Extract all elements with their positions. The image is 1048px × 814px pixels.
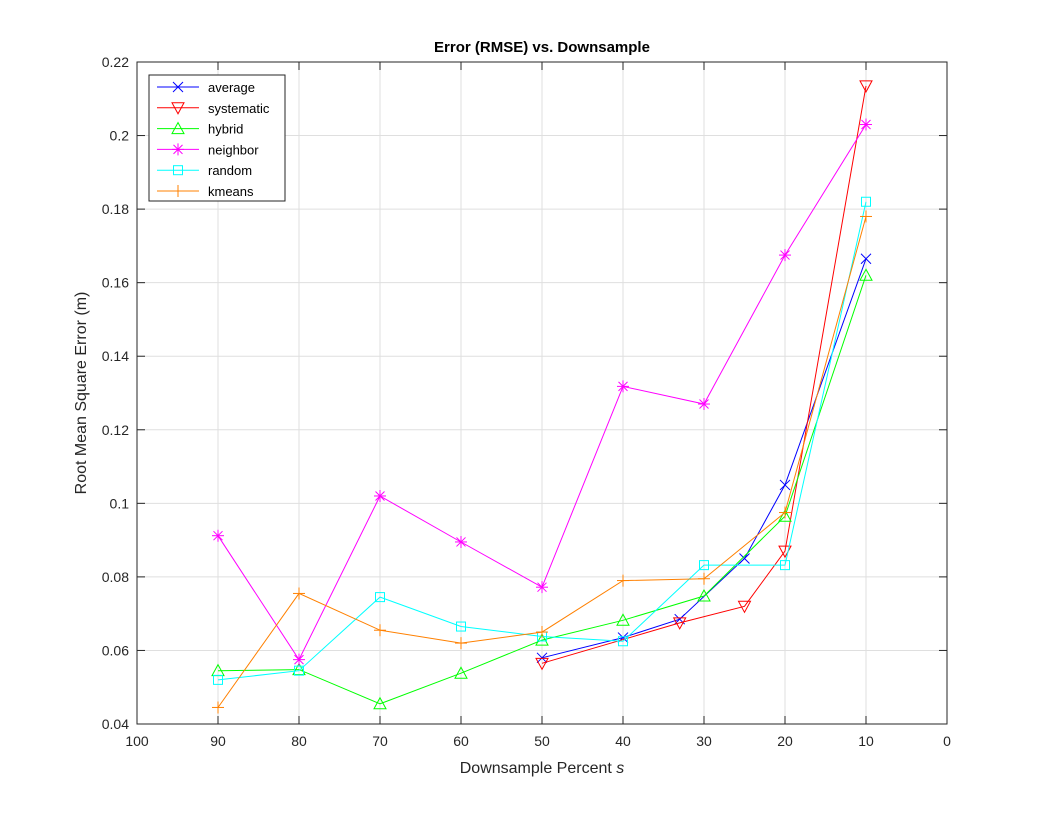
x-tick-label: 40	[615, 733, 631, 749]
random-point	[861, 196, 871, 207]
random-point	[699, 560, 709, 571]
neighbor-point	[293, 653, 305, 666]
neighbor-point	[617, 380, 629, 393]
systematic-point	[672, 617, 687, 630]
kmeans-point	[293, 587, 305, 600]
y-axis-label: Root Mean Square Error (m)	[73, 292, 90, 495]
neighbor-point	[860, 118, 872, 131]
x-axis-variable: s	[616, 760, 624, 777]
legend-label: random	[208, 163, 252, 178]
neighbor-point	[455, 535, 467, 548]
hybrid-point	[454, 666, 468, 679]
kmeans-point	[860, 210, 872, 223]
legend-item-average: average	[157, 80, 255, 95]
x-tick-label: 50	[534, 733, 550, 749]
neighbor-point	[212, 529, 224, 542]
kmeans-point	[617, 574, 629, 587]
axis-ticks: 100 90 80 70 60 50 40 30 20 10 00.040.060.080.10.1…	[102, 54, 951, 749]
series-neighbor	[212, 118, 872, 666]
hybrid-point	[859, 268, 873, 281]
systematic-point	[535, 657, 549, 671]
hybrid-point	[697, 588, 711, 602]
legend-marker	[171, 102, 185, 115]
average-point	[739, 553, 750, 564]
neighbor-point	[698, 398, 710, 411]
hybrid-point	[292, 662, 306, 676]
x-tick-label: 0	[943, 733, 951, 749]
x-axis-label: Downsample Percent s	[460, 760, 625, 777]
legend-label: hybrid	[208, 122, 243, 137]
x-tick-label: 100	[125, 733, 149, 749]
y-tick-label: 0.04	[102, 716, 129, 732]
chart-title: Error (RMSE) vs. Downsample	[434, 39, 650, 56]
x-tick-label: 10	[858, 733, 874, 749]
hybrid-point	[373, 696, 387, 710]
random-point	[213, 674, 223, 685]
average-point	[536, 652, 548, 664]
legend-item-systematic: systematic	[157, 101, 270, 116]
x-tick-label: 20	[777, 733, 793, 749]
series-hybrid	[211, 268, 873, 710]
y-tick-label: 0.06	[102, 642, 129, 658]
random-point	[375, 592, 385, 603]
legend: average systematic hybrid neighbor random kme…	[148, 74, 286, 202]
legend-label: average	[208, 80, 255, 95]
legend-marker	[172, 185, 184, 197]
average-point	[860, 253, 872, 265]
x-tick-label: 60	[453, 733, 469, 749]
hybrid-point	[778, 509, 792, 522]
legend-item-hybrid: hybrid	[157, 121, 243, 137]
kmeans-point	[374, 624, 386, 637]
random-point	[618, 636, 628, 647]
legend-label: systematic	[208, 101, 270, 116]
kmeans-point	[536, 626, 548, 639]
series-systematic	[535, 80, 873, 671]
neighbor-point	[536, 581, 548, 594]
legend-marker	[172, 81, 184, 93]
y-tick-label: 0.14	[102, 348, 129, 364]
legend-item-neighbor: neighbor	[157, 142, 259, 157]
systematic-point	[859, 80, 873, 93]
hybrid-point	[616, 613, 630, 626]
y-tick-label: 0.18	[102, 201, 129, 217]
y-tick-label: 0.16	[102, 275, 129, 291]
x-tick-label: 30	[696, 733, 712, 749]
kmeans-point	[455, 637, 467, 650]
systematic-line	[541, 85, 867, 664]
legend-label: neighbor	[208, 142, 259, 157]
y-tick-label: 0.12	[102, 422, 129, 438]
legend-box	[148, 74, 286, 202]
neighbor-point	[779, 249, 791, 262]
random-point	[780, 560, 790, 571]
legend-label: kmeans	[208, 184, 254, 199]
y-tick-label: 0.08	[102, 569, 129, 585]
legend-item-kmeans: kmeans	[157, 184, 254, 199]
average-point	[779, 479, 791, 491]
series-kmeans	[212, 210, 872, 714]
legend-marker	[172, 143, 184, 156]
y-tick-label: 0.2	[110, 128, 130, 144]
y-tick-label: 0.1	[110, 495, 130, 511]
hybrid-line	[217, 275, 867, 705]
random-point	[456, 621, 466, 632]
x-tick-label: 90	[210, 733, 226, 749]
legend-marker	[171, 121, 185, 135]
x-tick-label: 70	[372, 733, 388, 749]
kmeans-point	[698, 572, 710, 585]
random-point	[294, 665, 304, 676]
x-tick-label: 80	[291, 733, 307, 749]
legend-item-random: random	[157, 163, 252, 178]
kmeans-point	[212, 701, 224, 714]
legend-marker	[173, 165, 183, 176]
y-tick-label: 0.22	[102, 54, 129, 70]
hybrid-point	[535, 633, 549, 646]
neighbor-point	[374, 489, 386, 502]
systematic-point	[737, 600, 752, 614]
series-layer	[211, 80, 873, 714]
kmeans-point	[779, 506, 791, 519]
